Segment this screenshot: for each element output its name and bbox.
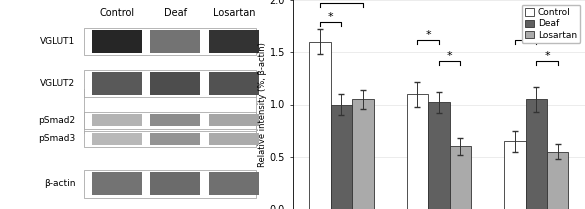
FancyBboxPatch shape (209, 72, 259, 95)
FancyBboxPatch shape (209, 172, 259, 195)
Text: pSmad2: pSmad2 (38, 116, 75, 125)
Text: VGLUT1: VGLUT1 (40, 37, 75, 46)
Text: *: * (328, 12, 333, 22)
FancyBboxPatch shape (84, 131, 256, 147)
FancyBboxPatch shape (84, 28, 256, 55)
FancyBboxPatch shape (150, 30, 201, 53)
FancyBboxPatch shape (84, 112, 256, 129)
Text: *: * (339, 0, 344, 3)
Bar (449, 146, 471, 209)
Bar (428, 102, 449, 209)
FancyBboxPatch shape (209, 30, 259, 53)
FancyBboxPatch shape (150, 72, 201, 95)
FancyBboxPatch shape (84, 170, 256, 198)
Text: *: * (425, 30, 431, 40)
FancyBboxPatch shape (150, 114, 201, 126)
Y-axis label: Relative intensity (%, β-actin): Relative intensity (%, β-actin) (258, 42, 267, 167)
Bar (407, 94, 428, 209)
FancyBboxPatch shape (209, 133, 259, 145)
FancyBboxPatch shape (92, 114, 142, 126)
Text: β-actin: β-actin (44, 179, 75, 189)
Bar (331, 104, 352, 209)
FancyBboxPatch shape (92, 30, 142, 53)
Text: Losartan: Losartan (212, 8, 255, 18)
Bar (352, 99, 374, 209)
FancyBboxPatch shape (84, 89, 256, 133)
FancyBboxPatch shape (92, 72, 142, 95)
FancyBboxPatch shape (150, 172, 201, 195)
Bar (309, 42, 331, 209)
FancyBboxPatch shape (84, 70, 256, 97)
Legend: Control, Deaf, Losartan: Control, Deaf, Losartan (521, 5, 580, 43)
FancyBboxPatch shape (209, 114, 259, 126)
FancyBboxPatch shape (92, 133, 142, 145)
FancyBboxPatch shape (92, 172, 142, 195)
Text: VGLUT2: VGLUT2 (40, 79, 75, 88)
Text: *: * (523, 30, 528, 40)
Text: Deaf: Deaf (164, 8, 187, 18)
Text: *: * (544, 51, 550, 61)
Bar (547, 152, 569, 209)
FancyBboxPatch shape (150, 133, 201, 145)
Text: Control: Control (99, 8, 135, 18)
Bar (525, 99, 547, 209)
Text: pSmad3: pSmad3 (38, 134, 75, 144)
Bar (504, 141, 525, 209)
Text: *: * (447, 51, 452, 61)
